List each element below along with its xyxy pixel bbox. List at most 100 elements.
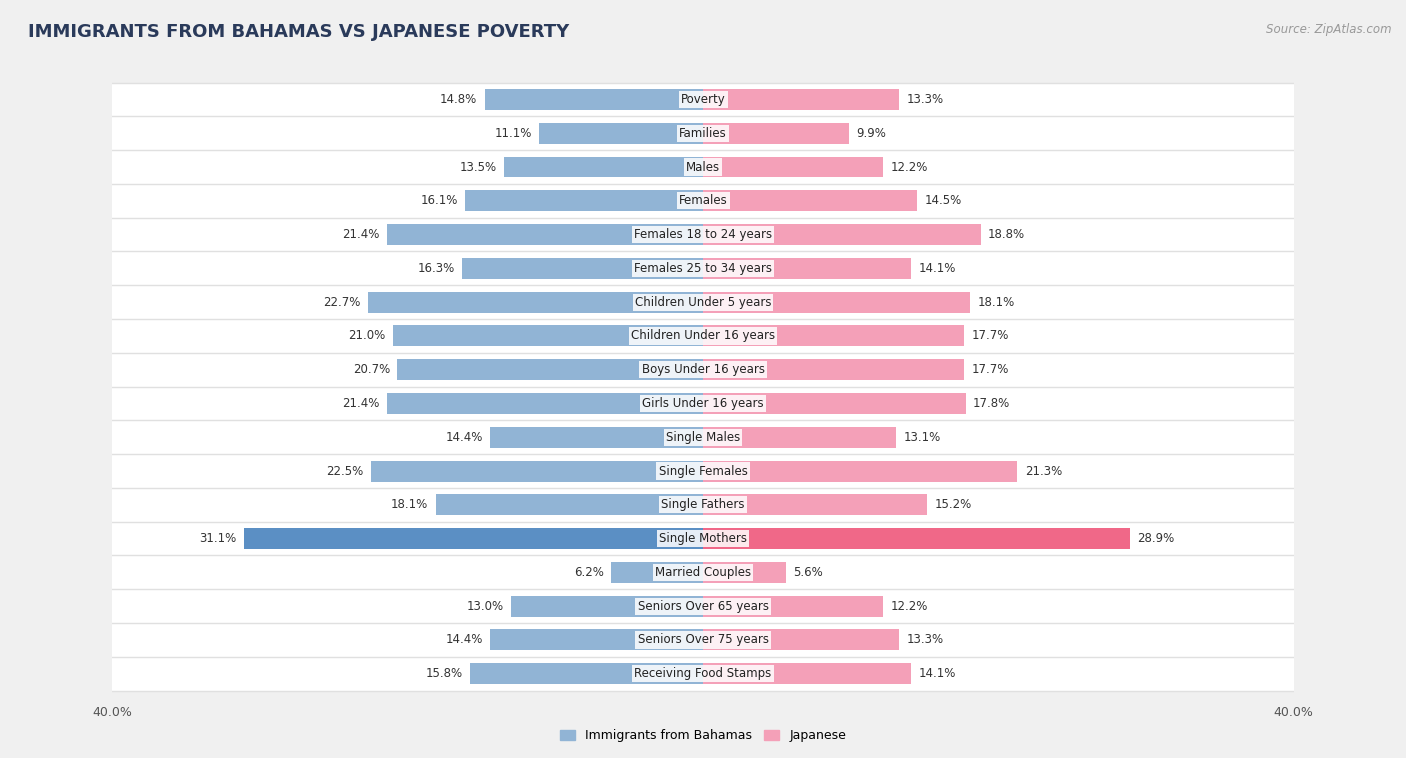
Bar bbox=[538, 123, 703, 144]
Bar bbox=[703, 393, 966, 414]
Text: Married Couples: Married Couples bbox=[655, 566, 751, 579]
Text: 13.0%: 13.0% bbox=[467, 600, 503, 612]
Text: 14.8%: 14.8% bbox=[440, 93, 477, 106]
Text: 14.1%: 14.1% bbox=[918, 262, 956, 275]
Bar bbox=[703, 258, 911, 279]
Bar bbox=[703, 292, 970, 312]
FancyBboxPatch shape bbox=[112, 83, 1294, 116]
FancyBboxPatch shape bbox=[112, 285, 1294, 319]
Text: 16.3%: 16.3% bbox=[418, 262, 456, 275]
Text: 14.4%: 14.4% bbox=[446, 634, 484, 647]
Text: 21.4%: 21.4% bbox=[342, 397, 380, 410]
Text: 17.8%: 17.8% bbox=[973, 397, 1011, 410]
Bar bbox=[703, 629, 900, 650]
FancyBboxPatch shape bbox=[112, 252, 1294, 285]
Text: 14.5%: 14.5% bbox=[925, 194, 962, 207]
Text: 22.7%: 22.7% bbox=[323, 296, 360, 309]
Text: Boys Under 16 years: Boys Under 16 years bbox=[641, 363, 765, 376]
FancyBboxPatch shape bbox=[112, 556, 1294, 589]
Text: Single Males: Single Males bbox=[666, 431, 740, 443]
Text: Source: ZipAtlas.com: Source: ZipAtlas.com bbox=[1267, 23, 1392, 36]
Text: Receiving Food Stamps: Receiving Food Stamps bbox=[634, 667, 772, 680]
Bar bbox=[703, 325, 965, 346]
FancyBboxPatch shape bbox=[112, 589, 1294, 623]
Bar bbox=[703, 461, 1018, 481]
Bar bbox=[703, 528, 1129, 549]
Bar bbox=[463, 258, 703, 279]
FancyBboxPatch shape bbox=[112, 454, 1294, 488]
Text: Seniors Over 65 years: Seniors Over 65 years bbox=[637, 600, 769, 612]
Text: 9.9%: 9.9% bbox=[856, 127, 886, 139]
Text: 18.1%: 18.1% bbox=[977, 296, 1015, 309]
Text: 14.1%: 14.1% bbox=[918, 667, 956, 680]
Text: 17.7%: 17.7% bbox=[972, 363, 1010, 376]
Bar bbox=[703, 359, 965, 381]
Text: 13.3%: 13.3% bbox=[907, 634, 943, 647]
Bar bbox=[387, 393, 703, 414]
Bar bbox=[703, 89, 900, 110]
Bar bbox=[703, 190, 917, 211]
Bar bbox=[703, 224, 980, 245]
Text: 22.5%: 22.5% bbox=[326, 465, 363, 478]
Text: Single Females: Single Females bbox=[658, 465, 748, 478]
Text: Females: Females bbox=[679, 194, 727, 207]
FancyBboxPatch shape bbox=[112, 218, 1294, 252]
Text: 5.6%: 5.6% bbox=[793, 566, 823, 579]
Bar bbox=[703, 562, 786, 583]
Text: 16.1%: 16.1% bbox=[420, 194, 458, 207]
Bar bbox=[387, 224, 703, 245]
Bar bbox=[470, 663, 703, 684]
FancyBboxPatch shape bbox=[112, 387, 1294, 421]
Text: Girls Under 16 years: Girls Under 16 years bbox=[643, 397, 763, 410]
Text: Children Under 16 years: Children Under 16 years bbox=[631, 330, 775, 343]
Bar bbox=[512, 596, 703, 616]
Bar bbox=[392, 325, 703, 346]
Text: Poverty: Poverty bbox=[681, 93, 725, 106]
FancyBboxPatch shape bbox=[112, 623, 1294, 657]
Bar bbox=[703, 596, 883, 616]
Bar bbox=[243, 528, 703, 549]
Text: Single Mothers: Single Mothers bbox=[659, 532, 747, 545]
Text: 12.2%: 12.2% bbox=[890, 600, 928, 612]
Text: Children Under 5 years: Children Under 5 years bbox=[634, 296, 772, 309]
FancyBboxPatch shape bbox=[112, 150, 1294, 184]
Legend: Immigrants from Bahamas, Japanese: Immigrants from Bahamas, Japanese bbox=[555, 724, 851, 747]
FancyBboxPatch shape bbox=[112, 657, 1294, 691]
Text: 15.2%: 15.2% bbox=[935, 498, 972, 512]
Bar bbox=[703, 157, 883, 177]
Text: 6.2%: 6.2% bbox=[574, 566, 605, 579]
Text: Single Fathers: Single Fathers bbox=[661, 498, 745, 512]
Text: Females 25 to 34 years: Females 25 to 34 years bbox=[634, 262, 772, 275]
FancyBboxPatch shape bbox=[112, 184, 1294, 218]
Text: 14.4%: 14.4% bbox=[446, 431, 484, 443]
Bar bbox=[436, 494, 703, 515]
Text: Females 18 to 24 years: Females 18 to 24 years bbox=[634, 228, 772, 241]
Text: 13.3%: 13.3% bbox=[907, 93, 943, 106]
Bar bbox=[485, 89, 703, 110]
Text: 28.9%: 28.9% bbox=[1137, 532, 1174, 545]
Text: 21.0%: 21.0% bbox=[349, 330, 385, 343]
Text: 21.3%: 21.3% bbox=[1025, 465, 1062, 478]
FancyBboxPatch shape bbox=[112, 522, 1294, 556]
Text: 20.7%: 20.7% bbox=[353, 363, 389, 376]
Bar bbox=[371, 461, 703, 481]
FancyBboxPatch shape bbox=[112, 352, 1294, 387]
Text: 21.4%: 21.4% bbox=[342, 228, 380, 241]
Bar bbox=[703, 123, 849, 144]
FancyBboxPatch shape bbox=[112, 488, 1294, 522]
Bar bbox=[503, 157, 703, 177]
Text: 11.1%: 11.1% bbox=[495, 127, 531, 139]
Bar bbox=[465, 190, 703, 211]
Text: 17.7%: 17.7% bbox=[972, 330, 1010, 343]
Bar bbox=[612, 562, 703, 583]
FancyBboxPatch shape bbox=[112, 421, 1294, 454]
Text: 13.1%: 13.1% bbox=[904, 431, 941, 443]
Bar bbox=[368, 292, 703, 312]
FancyBboxPatch shape bbox=[112, 319, 1294, 352]
Text: 18.1%: 18.1% bbox=[391, 498, 429, 512]
Bar bbox=[398, 359, 703, 381]
Text: 15.8%: 15.8% bbox=[425, 667, 463, 680]
Text: 18.8%: 18.8% bbox=[988, 228, 1025, 241]
Text: Seniors Over 75 years: Seniors Over 75 years bbox=[637, 634, 769, 647]
Bar bbox=[491, 427, 703, 448]
